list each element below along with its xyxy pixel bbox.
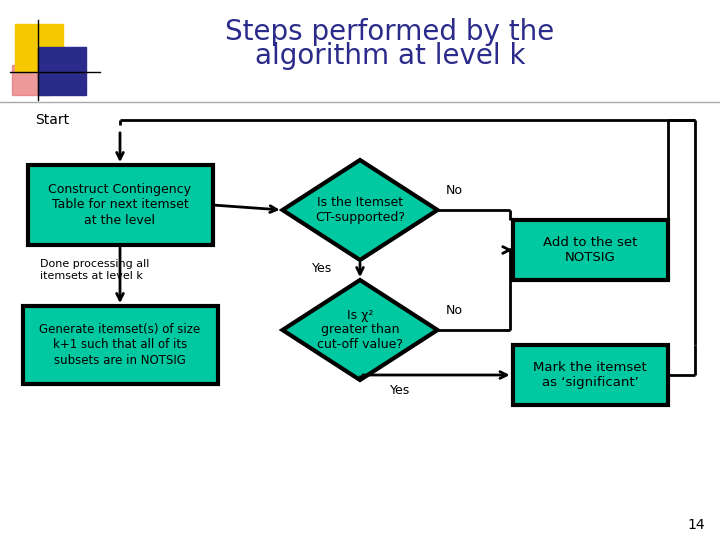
Text: Mark the itemset
as ‘significant’: Mark the itemset as ‘significant’ bbox=[533, 361, 647, 389]
Text: No: No bbox=[446, 304, 462, 317]
Text: Yes: Yes bbox=[390, 384, 410, 397]
Bar bbox=[513, 345, 667, 405]
Bar bbox=[513, 220, 667, 280]
Bar bbox=[22, 306, 217, 384]
Polygon shape bbox=[282, 160, 438, 260]
Text: Is the Itemset
CT-supported?: Is the Itemset CT-supported? bbox=[315, 196, 405, 224]
Text: Generate itemset(s) of size
k+1 such that all of its
subsets are in NOTSIG: Generate itemset(s) of size k+1 such tha… bbox=[40, 323, 201, 367]
Bar bbox=[15, 24, 63, 72]
Text: Done processing all
itemsets at level k: Done processing all itemsets at level k bbox=[40, 259, 149, 281]
Text: algorithm at level k: algorithm at level k bbox=[255, 42, 526, 70]
Text: Is χ²
greater than
cut-off value?: Is χ² greater than cut-off value? bbox=[317, 308, 403, 352]
Text: Add to the set
NOTSIG: Add to the set NOTSIG bbox=[543, 236, 637, 264]
Polygon shape bbox=[282, 280, 438, 380]
Text: No: No bbox=[446, 184, 462, 197]
Bar bbox=[12, 65, 50, 95]
Bar bbox=[27, 165, 212, 245]
Text: Construct Contingency
Table for next itemset
at the level: Construct Contingency Table for next ite… bbox=[48, 184, 192, 226]
Text: Start: Start bbox=[35, 113, 69, 127]
Text: 14: 14 bbox=[688, 518, 705, 532]
Text: Yes: Yes bbox=[312, 262, 332, 275]
Bar bbox=[38, 47, 86, 95]
Text: Steps performed by the: Steps performed by the bbox=[225, 18, 554, 46]
